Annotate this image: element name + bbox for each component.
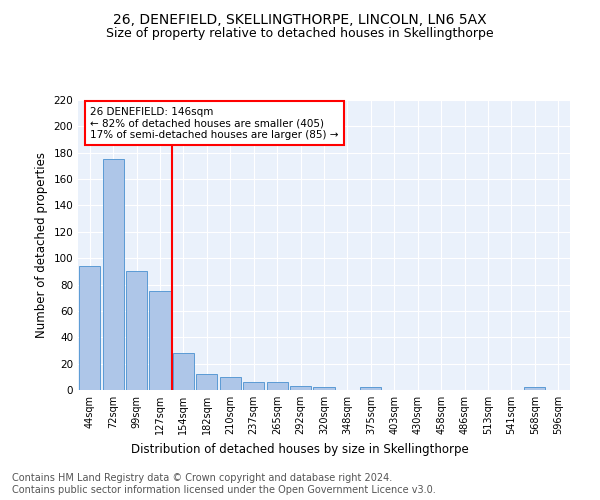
Bar <box>196 374 217 390</box>
Text: Size of property relative to detached houses in Skellingthorpe: Size of property relative to detached ho… <box>106 28 494 40</box>
Text: 26, DENEFIELD, SKELLINGTHORPE, LINCOLN, LN6 5AX: 26, DENEFIELD, SKELLINGTHORPE, LINCOLN, … <box>113 12 487 26</box>
Bar <box>524 388 545 390</box>
Text: 26 DENEFIELD: 146sqm
← 82% of detached houses are smaller (405)
17% of semi-deta: 26 DENEFIELD: 146sqm ← 82% of detached h… <box>90 106 338 140</box>
Bar <box>290 386 311 390</box>
Bar <box>79 266 100 390</box>
Bar <box>266 382 287 390</box>
Y-axis label: Number of detached properties: Number of detached properties <box>35 152 48 338</box>
Text: Contains HM Land Registry data © Crown copyright and database right 2024.
Contai: Contains HM Land Registry data © Crown c… <box>12 474 436 495</box>
Bar <box>173 353 194 390</box>
Bar <box>361 388 382 390</box>
Bar <box>103 160 124 390</box>
Bar <box>126 272 147 390</box>
Bar <box>313 388 335 390</box>
Bar <box>149 291 170 390</box>
Bar <box>243 382 264 390</box>
Text: Distribution of detached houses by size in Skellingthorpe: Distribution of detached houses by size … <box>131 442 469 456</box>
Bar <box>220 377 241 390</box>
